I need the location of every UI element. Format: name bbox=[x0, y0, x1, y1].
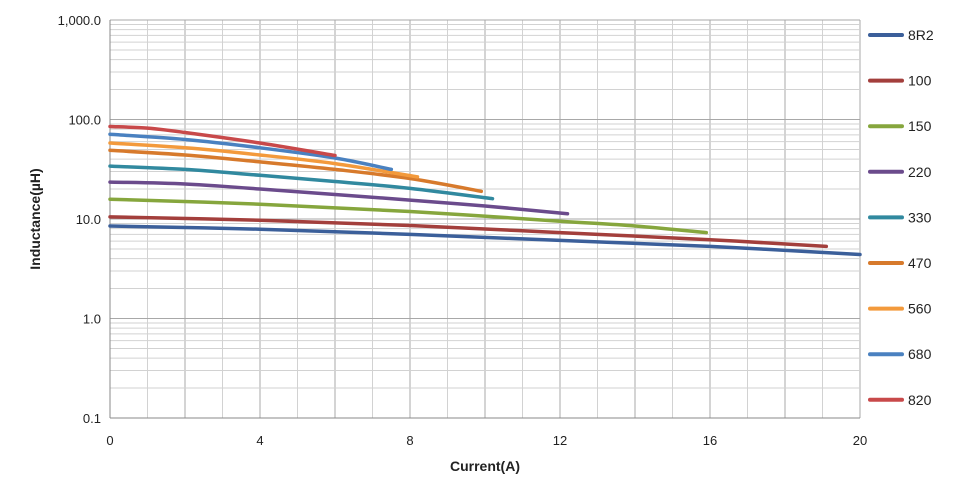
series-line-820 bbox=[108, 124, 337, 158]
y-tick-label: 1.0 bbox=[83, 312, 101, 327]
x-tick-label: 8 bbox=[406, 433, 413, 448]
legend-label-220: 220 bbox=[908, 164, 932, 180]
x-tick-label: 16 bbox=[703, 433, 717, 448]
legend-label-820: 820 bbox=[908, 392, 932, 408]
legend-label-100: 100 bbox=[908, 73, 932, 89]
series-line-8R2 bbox=[108, 224, 862, 257]
legend-label-560: 560 bbox=[908, 301, 932, 317]
x-axis-title: Current(A) bbox=[450, 458, 520, 474]
x-tick-label: 20 bbox=[853, 433, 867, 448]
series-lines bbox=[108, 124, 862, 257]
legend-label-330: 330 bbox=[908, 209, 932, 225]
series-line-150 bbox=[108, 197, 709, 235]
y-axis-title: Inductance(µH) bbox=[27, 168, 43, 269]
y-tick-label: 100.0 bbox=[68, 113, 101, 128]
series-line-560 bbox=[108, 141, 420, 179]
legend: 8R2 100 150 220 330 470 560 680 820 bbox=[868, 27, 934, 408]
legend-label-470: 470 bbox=[908, 255, 932, 271]
y-tick-label: 10.0 bbox=[76, 212, 101, 227]
legend-label-8R2: 8R2 bbox=[908, 27, 934, 43]
series-line-680 bbox=[108, 132, 394, 172]
series-line-220 bbox=[108, 180, 570, 216]
x-tick-label: 12 bbox=[553, 433, 567, 448]
legend-label-150: 150 bbox=[908, 118, 932, 134]
axes: 0 4 8 12 16 20 0.1 1.0 10.0 100.0 1,000.0 bbox=[58, 13, 868, 448]
series-line-330 bbox=[108, 164, 495, 201]
y-tick-label: 1,000.0 bbox=[58, 13, 101, 28]
x-tick-label: 0 bbox=[106, 433, 113, 448]
series-line-100 bbox=[108, 215, 829, 249]
series-line-470 bbox=[108, 148, 484, 194]
y-tick-label: 0.1 bbox=[83, 411, 101, 426]
grid bbox=[109, 19, 861, 419]
legend-label-680: 680 bbox=[908, 346, 932, 362]
x-tick-label: 4 bbox=[256, 433, 263, 448]
